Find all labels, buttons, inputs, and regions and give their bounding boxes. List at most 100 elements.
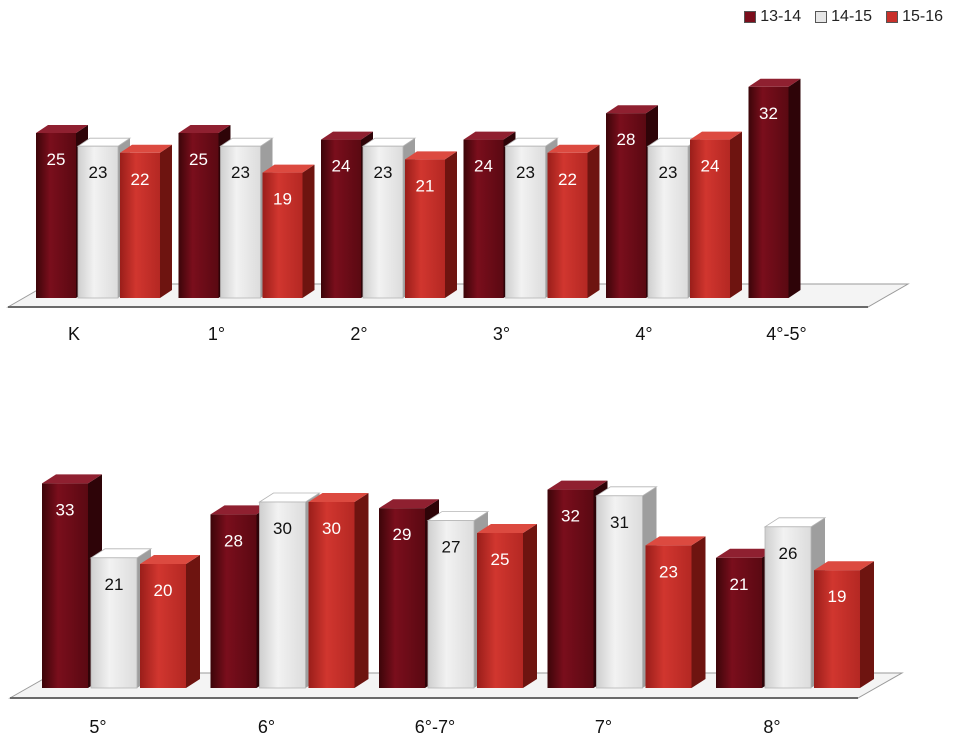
bar-value-label: 21	[730, 575, 749, 594]
bar-15-16: 21	[405, 151, 457, 298]
bar-side	[860, 561, 874, 688]
bar-value-label: 21	[416, 176, 435, 195]
bar-top	[463, 131, 516, 140]
category-label: 8°	[763, 717, 780, 737]
bar-15-16: 25	[477, 524, 537, 688]
bar-front	[547, 489, 594, 688]
bar-value-label: 25	[189, 150, 208, 169]
chart-1: 25 23 22 K 25 23 19 1° 24 23 21 2° 24 23 22 3° 28 23 24 4° 3…	[6, 78, 910, 344]
bar-value-label: 32	[759, 104, 778, 123]
bar-side	[354, 493, 369, 688]
bar-15-16: 22	[547, 144, 600, 298]
chart-legend: 13-14 14-15 15-16	[744, 8, 943, 26]
bar-front	[120, 152, 160, 298]
bar-top	[120, 144, 172, 153]
legend-swatch-14-15	[815, 11, 828, 23]
bar-15-16: 20	[140, 555, 200, 688]
bar-value-label: 24	[332, 157, 351, 176]
bar-top	[262, 164, 315, 173]
bar-value-label: 25	[47, 150, 66, 169]
chart-2: 33 21 20 5° 28 30 30 6° 29 27 25 6°-7° 32 31 23 7° 21 26 1…	[8, 474, 904, 737]
bar-13-14: 32	[547, 480, 608, 688]
category-label: 7°	[595, 717, 612, 737]
bar-value-label: 32	[561, 507, 580, 526]
bar-value-label: 23	[516, 163, 535, 182]
legend-swatch-13-14	[744, 11, 757, 23]
bar-value-label: 28	[617, 130, 636, 149]
bar-value-label: 30	[273, 519, 292, 538]
bar-front	[308, 502, 355, 688]
bar-side	[691, 536, 706, 688]
legend-item-14-15: 14-15	[815, 8, 872, 26]
bar-15-16: 19	[814, 561, 874, 688]
bar-front	[463, 139, 504, 298]
bar-top	[477, 524, 537, 533]
bar-front	[36, 133, 76, 298]
bar-value-label: 28	[224, 531, 243, 550]
bar-top	[321, 131, 373, 140]
legend-label-13-14: 13-14	[760, 8, 802, 25]
bar-top	[379, 499, 439, 509]
bar-front	[42, 483, 88, 688]
category-label: 6°	[258, 717, 275, 737]
bar-front	[606, 113, 646, 298]
bar-top	[814, 561, 874, 571]
bar-front	[814, 570, 860, 688]
bar-value-label: 23	[231, 163, 250, 182]
bar-15-16: 23	[645, 536, 706, 688]
bar-15-16: 24	[690, 131, 742, 298]
bar-front	[748, 86, 789, 298]
bar-value-label: 31	[610, 513, 629, 532]
bar-value-label: 19	[828, 587, 847, 606]
bar-front	[77, 145, 119, 299]
bar-side	[186, 555, 200, 688]
bar-value-label: 23	[89, 163, 108, 182]
bar-top	[210, 505, 271, 515]
bar-front	[505, 145, 546, 299]
bar-front	[140, 564, 186, 688]
bar-value-label: 27	[442, 538, 461, 557]
legend-label-14-15: 14-15	[831, 8, 873, 25]
category-label: 3°	[493, 324, 510, 344]
bar-top	[547, 144, 600, 153]
bar-value-label: 26	[779, 544, 798, 563]
bar-front	[647, 145, 689, 299]
bar-front	[596, 495, 643, 689]
bar-top	[716, 548, 776, 558]
bar-top	[547, 480, 608, 490]
bar-value-label: 21	[105, 575, 124, 594]
legend-swatch-15-16	[886, 11, 899, 23]
bar-value-label: 23	[659, 163, 678, 182]
bar-side	[587, 144, 600, 298]
bar-value-label: 33	[56, 500, 75, 519]
legend-item-15-16: 15-16	[886, 8, 943, 26]
bar-side	[160, 144, 172, 298]
bar-value-label: 22	[558, 170, 577, 189]
legend-item-13-14: 13-14	[744, 8, 801, 26]
bar-side	[302, 164, 315, 298]
bar-top	[405, 151, 457, 160]
bar-front	[547, 152, 588, 298]
bar-top	[748, 78, 801, 87]
category-label: 4°	[635, 324, 652, 344]
bar-15-16: 19	[262, 164, 315, 298]
bar-front	[210, 514, 257, 688]
bar-front	[362, 145, 404, 299]
bar-value-label: 29	[393, 525, 412, 544]
category-label: 6°-7°	[415, 717, 455, 737]
bar-top	[606, 105, 658, 114]
bar-front	[262, 172, 303, 298]
bar-top	[42, 474, 102, 484]
bar-side	[730, 131, 742, 298]
bar-front	[405, 159, 445, 298]
bar-value-label: 19	[273, 190, 292, 209]
bar-front	[90, 557, 138, 689]
bar-front	[477, 533, 523, 688]
bar-front	[259, 501, 306, 689]
legend-label-15-16: 15-16	[902, 8, 943, 25]
bar-front	[427, 520, 475, 689]
bar-front	[379, 508, 425, 688]
bar-front	[716, 557, 762, 688]
bar-front	[178, 133, 219, 298]
